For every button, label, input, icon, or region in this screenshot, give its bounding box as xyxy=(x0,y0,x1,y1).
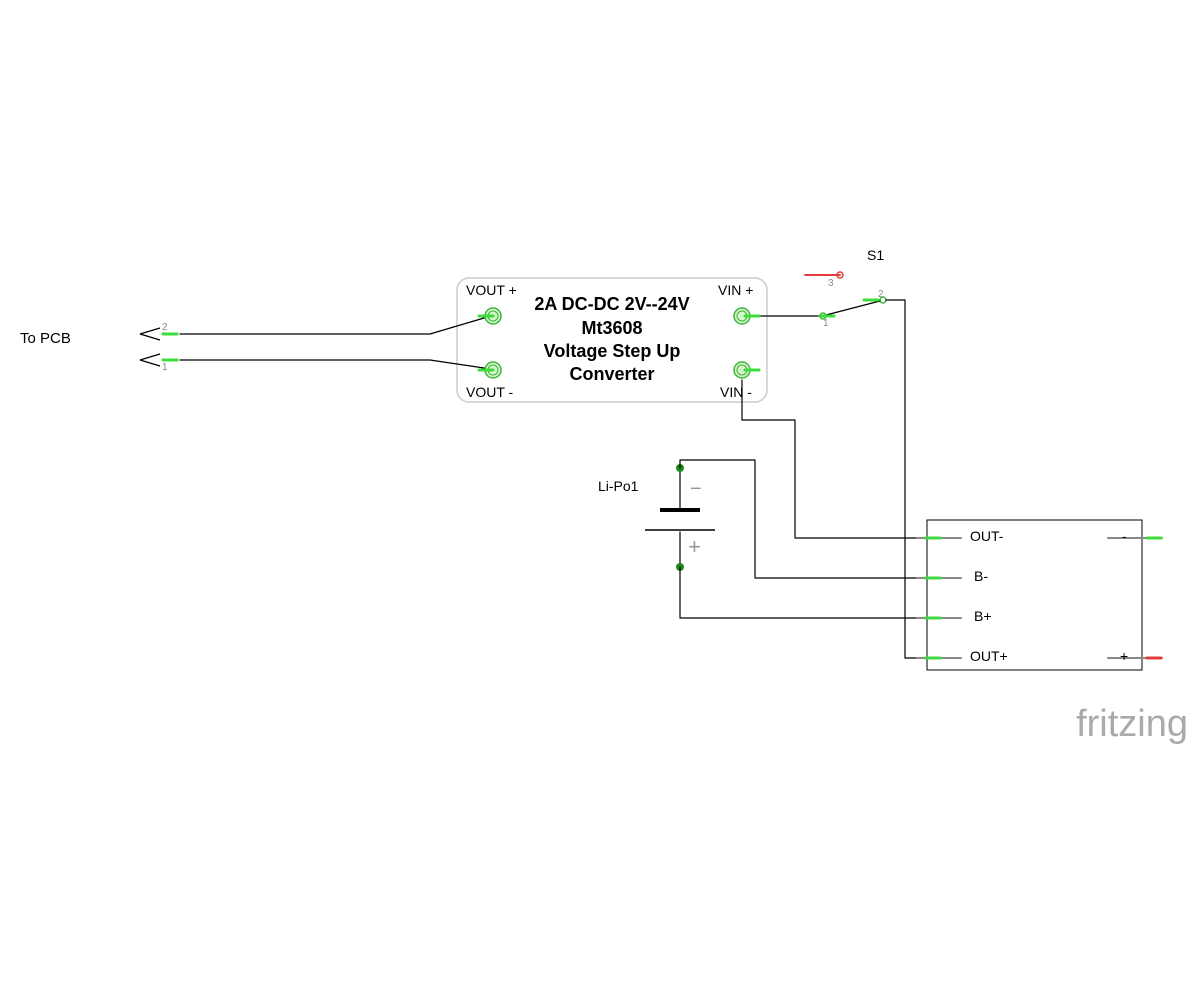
vin-minus-label: VIN - xyxy=(720,384,752,400)
right-minus-label: - xyxy=(1122,528,1127,544)
out-minus-label: OUT- xyxy=(970,528,1003,544)
vout-plus-label: VOUT + xyxy=(466,282,517,298)
lipo-label: Li-Po1 xyxy=(598,478,638,494)
pcb-pin2: 2 xyxy=(162,322,168,333)
vin-plus-label: VIN + xyxy=(718,282,753,298)
fritzing-watermark: fritzing xyxy=(1076,703,1188,746)
battery-minus-symbol: − xyxy=(690,478,702,501)
switch-pin1: 1 xyxy=(823,318,829,329)
switch-pin2: 2 xyxy=(878,289,884,300)
to-pcb-label: To PCB xyxy=(20,330,71,347)
battery-plus-symbol: + xyxy=(688,534,701,560)
switch-pin3: 3 xyxy=(828,278,834,289)
vout-minus-label: VOUT - xyxy=(466,384,513,400)
b-minus-label: B- xyxy=(974,568,988,584)
switch-s1-label: S1 xyxy=(867,247,884,263)
b-plus-label: B+ xyxy=(974,608,992,624)
pcb-pin1: 1 xyxy=(162,362,168,373)
out-plus-label: OUT+ xyxy=(970,648,1008,664)
right-plus-label: + xyxy=(1120,648,1128,664)
